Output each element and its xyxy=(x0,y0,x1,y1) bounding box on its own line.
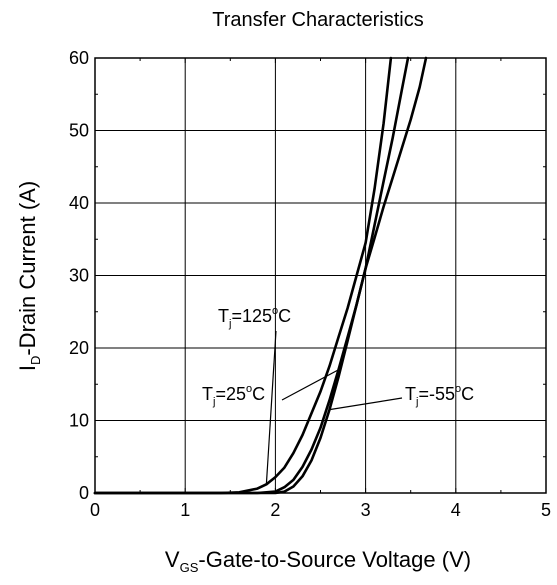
y-tick-label: 20 xyxy=(69,338,89,358)
annotation-leader-3 xyxy=(329,397,403,411)
y-tick-label: 60 xyxy=(69,48,89,68)
annotation-leader-1 xyxy=(265,330,277,485)
x-axis-label-main: V xyxy=(165,547,180,572)
x-tick-label: 4 xyxy=(451,500,461,520)
x-tick-label: 5 xyxy=(541,500,551,520)
series-label-1: Tj=125oC xyxy=(218,305,291,330)
x-tick-label: 2 xyxy=(270,500,280,520)
series-layer xyxy=(93,56,428,495)
y-tick-label: 0 xyxy=(79,483,89,503)
series-line-1 xyxy=(93,56,393,495)
series-line-2 xyxy=(93,56,410,495)
x-axis-label-rest: -Gate-to-Source Voltage (V) xyxy=(198,547,471,572)
y-axis-label-main: I xyxy=(15,365,40,371)
series-line-3 xyxy=(93,56,428,495)
y-tick-label: 40 xyxy=(69,193,89,213)
y-tick-label: 50 xyxy=(69,121,89,141)
y-axis-label: ID-Drain Current (A) xyxy=(15,181,43,371)
chart-title: Transfer Characteristics xyxy=(212,9,424,31)
x-tick-label: 1 xyxy=(180,500,190,520)
annotations: Tj=125oC Tj=25oC Tj=-55oC xyxy=(202,305,474,485)
y-axis-label-rest: -Drain Current (A) xyxy=(15,181,40,356)
y-tick-label: 10 xyxy=(69,411,89,431)
x-tick-label: 0 xyxy=(90,500,100,520)
annotation-leader-2 xyxy=(281,369,339,401)
series-label-2: Tj=25oC xyxy=(202,383,265,408)
series-label-3: Tj=-55oC xyxy=(405,383,474,408)
x-axis-label: VGS-Gate-to-Source Voltage (V) xyxy=(165,547,471,575)
y-tick-label: 30 xyxy=(69,266,89,286)
x-tick-label: 3 xyxy=(361,500,371,520)
y-axis-label-sub: D xyxy=(28,356,43,365)
x-axis-label-sub: GS xyxy=(180,560,199,575)
